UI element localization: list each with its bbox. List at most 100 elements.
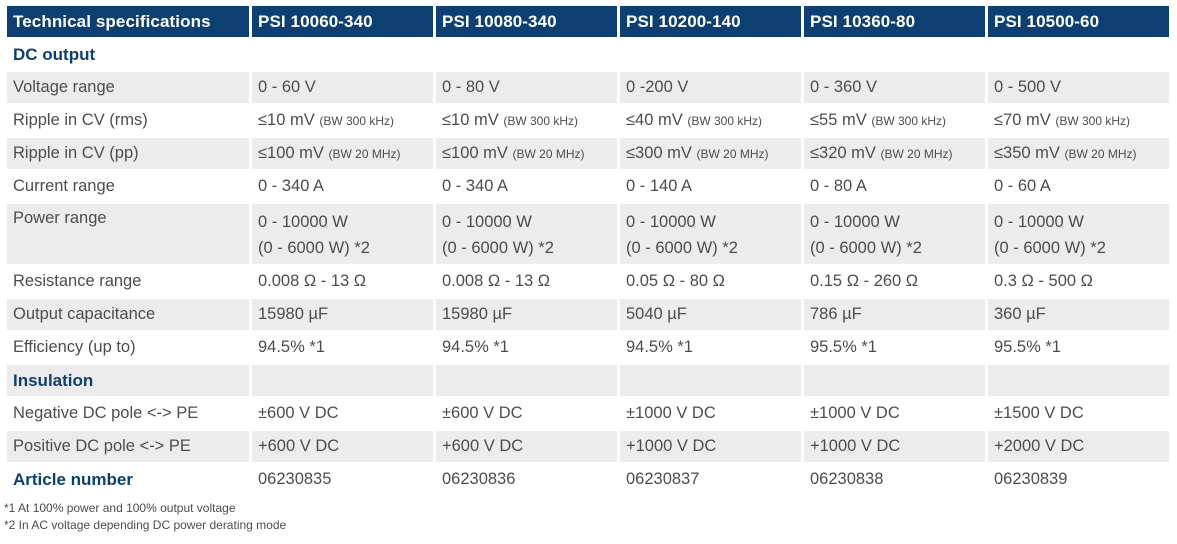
header-cell-model: PSI 10060-340 xyxy=(252,6,433,37)
cell-value: 06230838 xyxy=(804,464,985,495)
value-text: ≤70 mV xyxy=(994,111,1051,129)
value-line: 0 - 10000 W xyxy=(258,213,348,231)
row-label: Ripple in CV (pp) xyxy=(7,138,249,169)
row-label: Efficiency (up to) xyxy=(7,332,249,363)
cell-value: 0 - 60 A xyxy=(988,171,1169,202)
cell-value: 0.008 Ω - 13 Ω xyxy=(252,266,433,297)
cell-value: 0.15 Ω - 260 Ω xyxy=(804,266,985,297)
value-line: (0 - 6000 W) *2 xyxy=(810,239,922,257)
section-row-insulation: Insulation xyxy=(7,365,1169,396)
table-row: Ripple in CV (pp) ≤100 mV (BW 20 MHz) ≤1… xyxy=(7,138,1169,169)
cell-value: 06230837 xyxy=(620,464,801,495)
table-row: Ripple in CV (rms) ≤10 mV (BW 300 kHz) ≤… xyxy=(7,105,1169,136)
cell-value: 0 - 340 A xyxy=(436,171,617,202)
cell-value: 5040 µF xyxy=(620,299,801,330)
cell-value: 0 - 340 A xyxy=(252,171,433,202)
footnote: *2 In AC voltage depending DC power dera… xyxy=(4,518,287,532)
footnote: *1 At 100% power and 100% output voltage xyxy=(4,501,236,515)
table-row: Current range 0 - 340 A 0 - 340 A 0 - 14… xyxy=(7,171,1169,202)
cell-value: ≤100 mV (BW 20 MHz) xyxy=(252,138,433,169)
cell-value: 0 - 10000 W (0 - 6000 W) *2 xyxy=(804,204,985,264)
table-row: Negative DC pole <-> PE ±600 V DC ±600 V… xyxy=(7,398,1169,429)
footnotes: *1 At 100% power and 100% output voltage… xyxy=(4,500,286,534)
cell-value: 0 -200 V xyxy=(620,72,801,103)
cell-value: 94.5% *1 xyxy=(252,332,433,363)
cell-value: 0 - 10000 W (0 - 6000 W) *2 xyxy=(252,204,433,264)
value-text: ≤300 mV xyxy=(626,144,692,162)
cell-value: ≤10 mV (BW 300 kHz) xyxy=(436,105,617,136)
spec-table: Technical specifications PSI 10060-340 P… xyxy=(4,4,1172,497)
value-text: ≤350 mV xyxy=(994,144,1060,162)
cell-value: 06230836 xyxy=(436,464,617,495)
table-row: Resistance range 0.008 Ω - 13 Ω 0.008 Ω … xyxy=(7,266,1169,297)
cell-value: ≤100 mV (BW 20 MHz) xyxy=(436,138,617,169)
value-text: ≤100 mV xyxy=(258,144,324,162)
cell-value: 06230835 xyxy=(252,464,433,495)
cell-value: +1000 V DC xyxy=(620,431,801,462)
header-cell-model: PSI 10200-140 xyxy=(620,6,801,37)
cell-value: 0 - 10000 W (0 - 6000 W) *2 xyxy=(436,204,617,264)
value-line: (0 - 6000 W) *2 xyxy=(626,239,738,257)
cell-value: 0.05 Ω - 80 Ω xyxy=(620,266,801,297)
cell-value: 786 µF xyxy=(804,299,985,330)
cell-value: 360 µF xyxy=(988,299,1169,330)
cell-value: ±1000 V DC xyxy=(620,398,801,429)
bandwidth-note: (BW 300 kHz) xyxy=(687,114,763,128)
section-title: DC output xyxy=(7,39,249,70)
row-label: Ripple in CV (rms) xyxy=(7,105,249,136)
cell-value: 0.3 Ω - 500 Ω xyxy=(988,266,1169,297)
cell-value: +2000 V DC xyxy=(988,431,1169,462)
section-row-dc-output: DC output xyxy=(7,39,1169,70)
row-label: Resistance range xyxy=(7,266,249,297)
cell-value: ±600 V DC xyxy=(252,398,433,429)
cell-value: ±1000 V DC xyxy=(804,398,985,429)
cell-value: 0 - 80 V xyxy=(436,72,617,103)
table-row: Positive DC pole <-> PE +600 V DC +600 V… xyxy=(7,431,1169,462)
bandwidth-note: (BW 20 MHz) xyxy=(512,147,585,161)
header-cell-title: Technical specifications xyxy=(7,6,249,37)
value-text: ≤10 mV xyxy=(442,111,499,129)
table-row: Voltage range 0 - 60 V 0 - 80 V 0 -200 V… xyxy=(7,72,1169,103)
cell-value: ±600 V DC xyxy=(436,398,617,429)
row-label: Current range xyxy=(7,171,249,202)
article-number-row: Article number 06230835 06230836 0623083… xyxy=(7,464,1169,495)
section-title: Insulation xyxy=(7,365,249,396)
cell-value: ≤350 mV (BW 20 MHz) xyxy=(988,138,1169,169)
value-line: (0 - 6000 W) *2 xyxy=(994,239,1106,257)
cell-value: 06230839 xyxy=(988,464,1169,495)
header-row: Technical specifications PSI 10060-340 P… xyxy=(7,6,1169,37)
cell-value: 0 - 360 V xyxy=(804,72,985,103)
cell-value: 0 - 140 A xyxy=(620,171,801,202)
value-text: ≤10 mV xyxy=(258,111,315,129)
cell-value: ±1500 V DC xyxy=(988,398,1169,429)
cell-value: ≤320 mV (BW 20 MHz) xyxy=(804,138,985,169)
bandwidth-note: (BW 300 kHz) xyxy=(871,114,947,128)
table-row: Power range 0 - 10000 W (0 - 6000 W) *2 0… xyxy=(7,204,1169,264)
value-line: (0 - 6000 W) *2 xyxy=(258,239,370,257)
cell-value: 0 - 10000 W (0 - 6000 W) *2 xyxy=(988,204,1169,264)
value-text: ≤55 mV xyxy=(810,111,867,129)
cell-value: 95.5% *1 xyxy=(804,332,985,363)
cell-value: ≤70 mV (BW 300 kHz) xyxy=(988,105,1169,136)
cell-value: 15980 µF xyxy=(252,299,433,330)
value-line: 0 - 10000 W xyxy=(994,213,1084,231)
bandwidth-note: (BW 20 MHz) xyxy=(696,147,769,161)
header-cell-model: PSI 10360-80 xyxy=(804,6,985,37)
cell-value: ≤55 mV (BW 300 kHz) xyxy=(804,105,985,136)
value-line: 0 - 10000 W xyxy=(626,213,716,231)
cell-value: 0 - 500 V xyxy=(988,72,1169,103)
value-text: ≤40 mV xyxy=(626,111,683,129)
row-label: Positive DC pole <-> PE xyxy=(7,431,249,462)
table-row: Efficiency (up to) 94.5% *1 94.5% *1 94.… xyxy=(7,332,1169,363)
row-label: Voltage range xyxy=(7,72,249,103)
header-cell-model: PSI 10080-340 xyxy=(436,6,617,37)
cell-value: 94.5% *1 xyxy=(620,332,801,363)
value-line: (0 - 6000 W) *2 xyxy=(442,239,554,257)
cell-value: +600 V DC xyxy=(252,431,433,462)
cell-value: ≤10 mV (BW 300 kHz) xyxy=(252,105,433,136)
cell-value: 0 - 60 V xyxy=(252,72,433,103)
row-label: Power range xyxy=(7,204,249,264)
bandwidth-note: (BW 300 kHz) xyxy=(319,114,395,128)
row-label: Negative DC pole <-> PE xyxy=(7,398,249,429)
